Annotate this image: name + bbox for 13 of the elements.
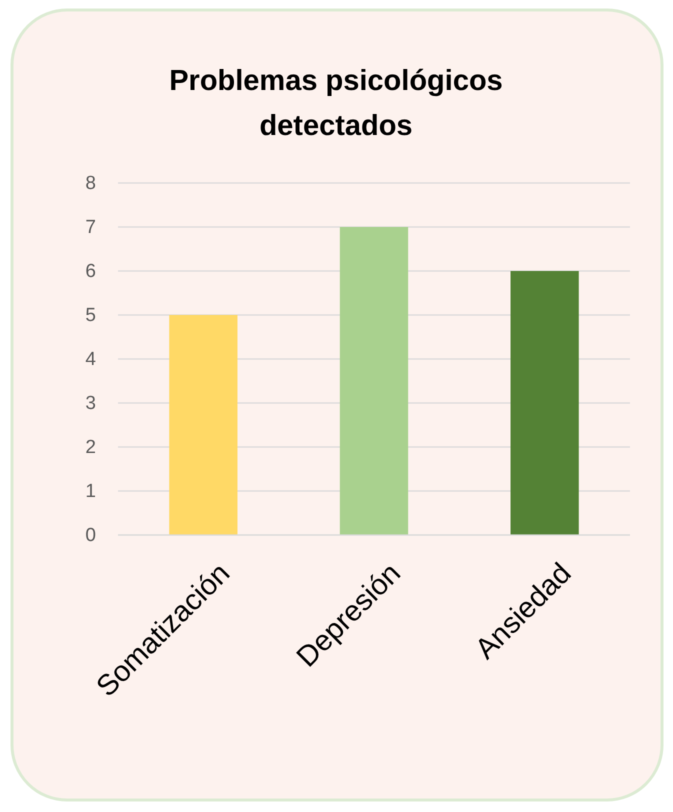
bar [169,315,238,535]
bar [340,227,408,535]
y-tick-label: 6 [85,261,96,282]
y-tick-label: 3 [85,393,96,414]
chart-title: Problemas psicológicos detectados [169,65,503,142]
y-tick-label: 1 [85,481,96,502]
bar [510,271,579,535]
y-tick-label: 0 [85,525,96,546]
y-tick-label: 4 [85,349,96,370]
y-tick-label: 5 [85,305,96,326]
y-tick-label: 8 [85,173,96,194]
y-tick-label: 2 [85,437,96,458]
y-tick-label: 7 [85,217,96,238]
